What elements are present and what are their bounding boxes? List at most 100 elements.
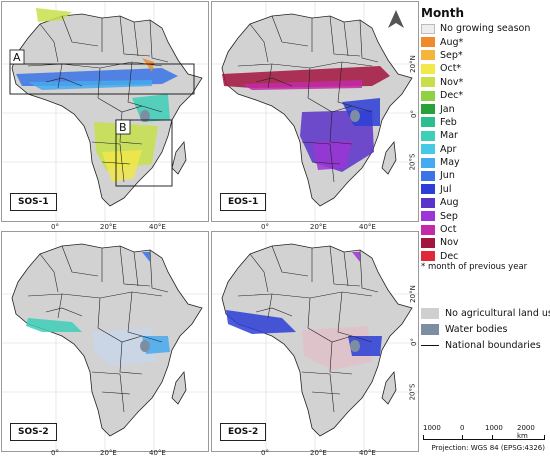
national-boundary <box>133 21 139 57</box>
y-tick-eos1-20s: 20°S <box>408 153 417 171</box>
x-tick-sos1-20e: 20°E <box>100 223 117 231</box>
phenology-region <box>142 252 150 262</box>
national-boundary <box>301 371 331 375</box>
legend2-label-boundaries: National boundaries <box>445 339 541 351</box>
africa-map-sos2 <box>2 232 208 451</box>
national-boundary <box>311 161 341 165</box>
legend2-row-boundaries: National boundaries <box>421 337 550 353</box>
national-boundary <box>329 373 335 413</box>
legend-swatch <box>421 77 435 88</box>
national-boundary <box>119 143 125 183</box>
legend-swatch <box>421 251 435 262</box>
national-boundary <box>255 77 293 87</box>
legend-item: Aug* <box>421 35 549 48</box>
africa-landmass <box>221 13 413 207</box>
phenology-region <box>242 80 362 90</box>
scale-bar-line <box>423 435 545 440</box>
scale-numbers: 1000 0 1000 2000 km <box>423 424 545 440</box>
scale-tick-1000: 1000 <box>485 424 503 432</box>
legend-item: Dec* <box>421 89 549 102</box>
legend2-swatch-water <box>421 323 439 335</box>
x-tick-sos2-0: 0° <box>51 449 59 457</box>
region-box-a <box>9 63 195 95</box>
national-boundary <box>91 371 121 375</box>
x-tick-eos2-0: 0° <box>261 449 269 457</box>
legend-item: Mar <box>421 129 549 142</box>
legend-label: Mar <box>440 130 458 142</box>
phenology-region <box>352 252 360 262</box>
legend-swatch <box>421 197 435 208</box>
legend-label: Dec <box>440 250 459 262</box>
panel-label-sos2: SOS-2 <box>10 423 57 441</box>
africa-map-sos1: AB <box>2 2 208 221</box>
national-boundary <box>307 297 311 329</box>
legend-label: Oct <box>440 224 457 236</box>
national-boundary <box>119 15 151 57</box>
legend-label: Feb <box>440 116 457 128</box>
national-boundary <box>61 15 99 47</box>
national-boundary <box>119 373 125 413</box>
national-boundary <box>359 19 379 63</box>
legend-swatch <box>421 130 435 141</box>
legend-swatch <box>421 90 435 101</box>
national-boundary <box>127 61 143 107</box>
legend-label: Aug* <box>440 36 464 48</box>
legend-swatch <box>421 104 435 115</box>
legend-swatch <box>421 157 435 168</box>
legend-label: Jun <box>440 170 455 182</box>
legend-label: Jul <box>440 183 452 195</box>
x-tick-eos2-40e: 40°E <box>359 449 376 457</box>
national-boundary <box>343 251 349 287</box>
national-boundary <box>351 335 373 343</box>
x-tick-sos1-0: 0° <box>51 223 59 231</box>
national-boundary <box>267 293 273 319</box>
x-tick-eos1-40e: 40°E <box>359 223 376 231</box>
region-box-b-label: B <box>119 121 127 134</box>
national-boundary <box>39 23 59 63</box>
x-tick-eos2-20e: 20°E <box>310 449 327 457</box>
x-tick-eos1-20e: 20°E <box>310 223 327 231</box>
scale-bar: 1000 0 1000 2000 km Projection: WGS 84 (… <box>423 424 545 452</box>
national-boundary <box>311 391 341 395</box>
legend-swatch <box>421 23 435 34</box>
region-box-a-label: A <box>13 51 21 64</box>
region-box-a-label-bg <box>9 49 25 65</box>
legend-item: Oct <box>421 223 549 236</box>
legend-label: Apr <box>440 143 457 155</box>
national-boundary <box>97 67 101 99</box>
national-boundary <box>45 307 83 317</box>
y-tick-eos1-20n: 20°N <box>408 55 417 73</box>
national-boundary <box>149 19 169 63</box>
national-boundary <box>45 77 83 87</box>
legend-item: Sep <box>421 209 549 222</box>
madagascar-landmass <box>171 370 187 405</box>
national-boundary <box>149 249 169 293</box>
legend-item: Sep* <box>421 49 549 62</box>
madagascar-landmass <box>381 370 397 405</box>
national-boundary <box>329 111 353 145</box>
national-boundary <box>255 307 293 317</box>
national-boundary <box>329 143 335 183</box>
national-boundary <box>91 141 121 145</box>
legend-swatch <box>421 211 435 222</box>
x-tick-sos2-20e: 20°E <box>100 449 117 457</box>
madagascar-landmass <box>381 140 397 175</box>
lake-victoria <box>140 110 150 122</box>
scale-tick-0: 0 <box>460 424 465 432</box>
legend-item: Nov <box>421 236 549 249</box>
legend-swatch <box>421 37 435 48</box>
national-boundary <box>249 23 269 63</box>
national-boundary <box>57 293 63 319</box>
national-boundary <box>57 63 63 89</box>
legend-item: Jul <box>421 183 549 196</box>
projection-label: Projection: WGS 84 (EPSG:4326) <box>431 444 546 452</box>
legend-swatch <box>421 237 435 248</box>
map-panel-eos2: EOS-2 <box>211 231 419 452</box>
legend-label: Sep <box>440 210 458 222</box>
legend-swatch <box>421 224 435 235</box>
region-box-b <box>115 119 173 187</box>
national-boundary <box>133 251 139 287</box>
national-boundary <box>249 253 269 293</box>
national-boundary <box>61 245 99 277</box>
